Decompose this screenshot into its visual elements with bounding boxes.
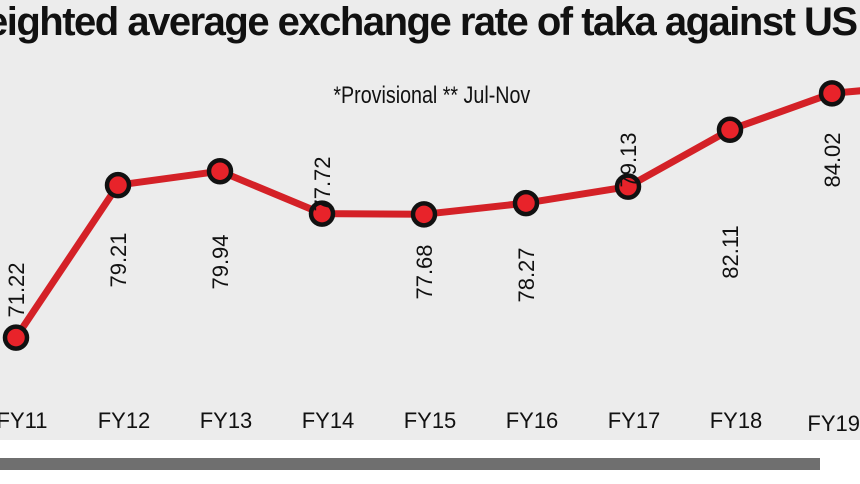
data-point (206, 157, 234, 185)
x-tick-label: FY15 (404, 408, 457, 433)
chart-title: eighted average exchange rate of taka ag… (0, 0, 858, 44)
data-point (614, 173, 642, 200)
chart-subtitle: *Provisional ** Jul-Nov (333, 82, 531, 109)
x-tick-label: FY11 (0, 408, 47, 433)
data-label: 79.13 (616, 132, 641, 187)
data-point (818, 80, 846, 107)
chart-panel: eighted average exchange rate of taka ag… (0, 0, 860, 440)
data-label: 78.27 (514, 247, 539, 302)
data-point (716, 116, 744, 144)
x-tick-label: FY18 (710, 408, 763, 433)
data-label: 79.21 (106, 232, 131, 287)
data-label: 77.68 (412, 244, 437, 299)
line-chart: 71.22 79.21 79.94 77.72 77.68 78.27 79.13 82.11… (0, 80, 860, 436)
series-line (13, 87, 860, 340)
data-point (410, 201, 438, 228)
data-point (2, 324, 30, 351)
data-label: 84.02 (820, 132, 845, 187)
x-tick-label: FY16 (506, 408, 559, 433)
bottom-rule (0, 458, 820, 470)
data-point (104, 171, 132, 199)
x-tick-label: FY12 (98, 408, 151, 433)
data-label: 79.94 (208, 234, 233, 289)
data-label: 71.22 (4, 262, 29, 317)
x-tick-label: FY19* (807, 411, 860, 436)
data-label: 77.72 (310, 156, 335, 211)
x-tick-label: FY14 (302, 408, 355, 433)
data-point (308, 200, 336, 227)
x-tick-label: FY13 (200, 408, 253, 433)
x-tick-label: FY17 (608, 408, 661, 433)
data-label: 82.11 (718, 225, 743, 278)
data-point (512, 189, 540, 217)
